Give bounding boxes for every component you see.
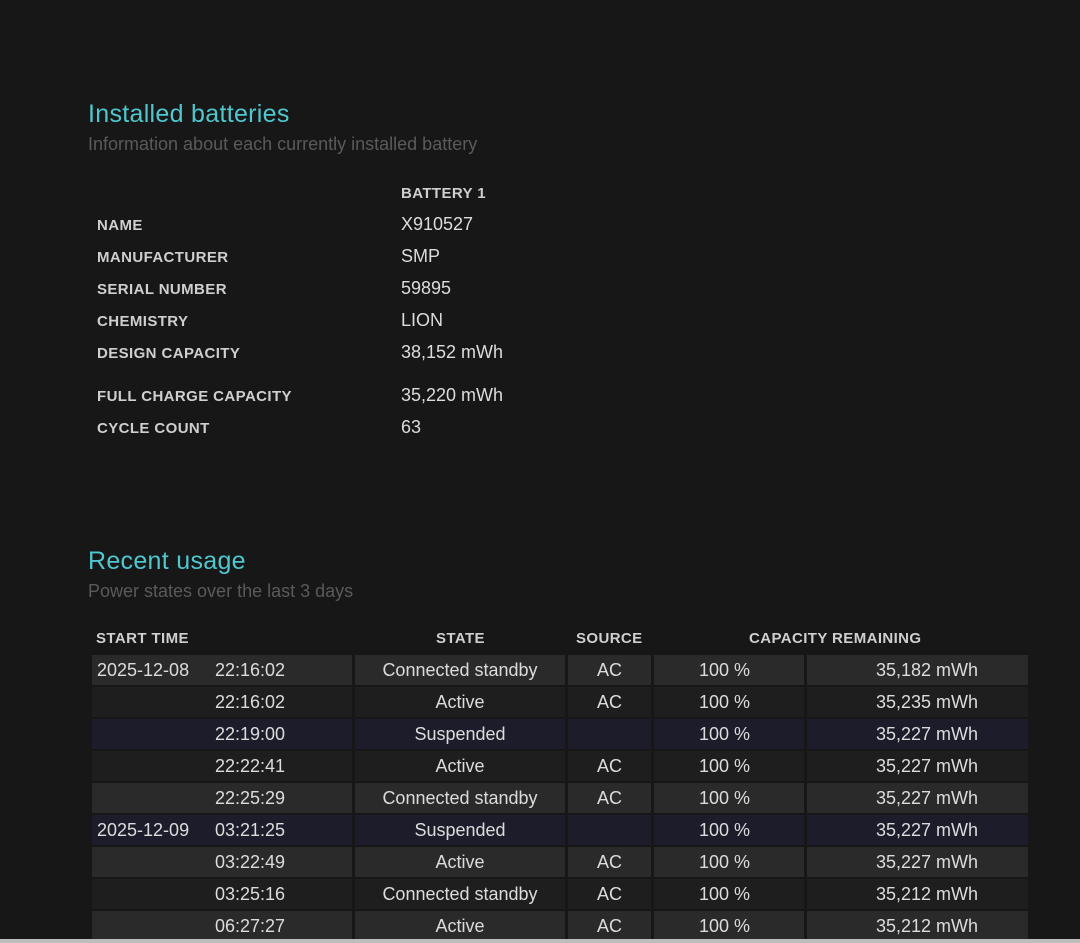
state-cell: Connected standby <box>355 655 565 685</box>
table-row: 03:25:16 Connected standby AC 100 % 35,2… <box>92 879 1028 909</box>
table-row: 03:22:49 Active AC 100 % 35,227 mWh <box>92 847 1028 877</box>
state-cell: Active <box>355 847 565 877</box>
field-label: FULL CHARGE CAPACITY <box>97 388 292 405</box>
source-cell: AC <box>568 879 651 909</box>
installed-batteries-subtitle: Information about each currently install… <box>88 134 478 154</box>
source-cell: AC <box>568 655 651 685</box>
field-value: 38,152 mWh <box>401 342 504 362</box>
capacity-mwh-cell: 35,227 mWh <box>807 815 1028 845</box>
state-cell: Active <box>355 687 565 717</box>
capacity-percent-cell: 100 % <box>654 911 804 941</box>
state-cell: Active <box>355 911 565 941</box>
installed-batteries-heading: Installed batteries <box>88 100 290 128</box>
field-label: DESIGN CAPACITY <box>97 345 241 362</box>
capacity-mwh-cell: 35,227 mWh <box>807 847 1028 877</box>
time: 22:16:02 <box>215 692 286 712</box>
source-cell <box>568 815 651 845</box>
capacity-percent-cell: 100 % <box>654 719 804 749</box>
state-cell: Connected standby <box>355 879 565 909</box>
field-label: SERIAL NUMBER <box>97 281 227 298</box>
capacity-mwh-cell: 35,182 mWh <box>807 655 1028 685</box>
field-value: LION <box>401 310 444 330</box>
source-cell: AC <box>568 911 651 941</box>
start-time-cell: 22:22:41 <box>92 751 352 781</box>
source-cell: AC <box>568 687 651 717</box>
recent-usage-heading: Recent usage <box>88 547 246 575</box>
capacity-mwh-cell: 35,212 mWh <box>807 911 1028 941</box>
table-row: 22:16:02 Active AC 100 % 35,235 mWh <box>92 687 1028 717</box>
table-row: 2025-12-09 03:21:25 Suspended 100 % 35,2… <box>92 815 1028 845</box>
start-time-cell: 06:27:27 <box>92 911 352 941</box>
recent-usage-subtitle: Power states over the last 3 days <box>88 581 354 601</box>
state-cell: Suspended <box>355 719 565 749</box>
time: 06:27:27 <box>215 916 286 936</box>
start-time-cell: 2025-12-09 03:21:25 <box>92 815 352 845</box>
field-value: 63 <box>401 417 422 437</box>
source-cell <box>568 719 651 749</box>
capacity-mwh-cell: 35,212 mWh <box>807 879 1028 909</box>
field-value: SMP <box>401 246 441 266</box>
time: 22:25:29 <box>215 788 286 808</box>
header-start-time: START TIME <box>96 630 189 647</box>
capacity-percent-cell: 100 % <box>654 751 804 781</box>
field-value: 35,220 mWh <box>401 385 504 405</box>
start-time-cell: 22:16:02 <box>92 687 352 717</box>
field-label: NAME <box>97 217 143 234</box>
table-row: 2025-12-08 22:16:02 Connected standby AC… <box>92 655 1028 685</box>
table-row: 22:19:00 Suspended 100 % 35,227 mWh <box>92 719 1028 749</box>
capacity-percent-cell: 100 % <box>654 879 804 909</box>
table-row: 22:22:41 Active AC 100 % 35,227 mWh <box>92 751 1028 781</box>
window-bottom-edge <box>0 939 1080 943</box>
field-label: CHEMISTRY <box>97 313 189 330</box>
source-cell: AC <box>568 847 651 877</box>
capacity-mwh-cell: 35,235 mWh <box>807 687 1028 717</box>
state-cell: Active <box>355 751 565 781</box>
start-time-cell: 03:22:49 <box>92 847 352 877</box>
source-cell: AC <box>568 751 651 781</box>
start-time-cell: 22:25:29 <box>92 783 352 813</box>
header-source: SOURCE <box>576 630 643 647</box>
header-capacity-remaining: CAPACITY REMAINING <box>749 630 922 647</box>
date: 2025-12-09 <box>97 820 190 840</box>
source-cell: AC <box>568 783 651 813</box>
battery-column-header: BATTERY 1 <box>401 185 487 202</box>
capacity-percent-cell: 100 % <box>654 655 804 685</box>
time: 22:19:00 <box>215 724 286 744</box>
time: 22:16:02 <box>215 660 286 680</box>
start-time-cell: 03:25:16 <box>92 879 352 909</box>
capacity-mwh-cell: 35,227 mWh <box>807 719 1028 749</box>
start-time-cell: 22:19:00 <box>92 719 352 749</box>
start-time-cell: 2025-12-08 22:16:02 <box>92 655 352 685</box>
capacity-percent-cell: 100 % <box>654 687 804 717</box>
date: 2025-12-08 <box>97 660 190 680</box>
field-value: 59895 <box>401 278 452 298</box>
capacity-mwh-cell: 35,227 mWh <box>807 783 1028 813</box>
field-label: CYCLE COUNT <box>97 420 210 437</box>
time: 22:22:41 <box>215 756 286 776</box>
time: 03:25:16 <box>215 884 286 904</box>
table-row: 22:25:29 Connected standby AC 100 % 35,2… <box>92 783 1028 813</box>
capacity-percent-cell: 100 % <box>654 815 804 845</box>
state-cell: Suspended <box>355 815 565 845</box>
field-value: X910527 <box>401 214 474 234</box>
capacity-percent-cell: 100 % <box>654 783 804 813</box>
time: 03:22:49 <box>215 852 286 872</box>
header-state: STATE <box>436 630 485 647</box>
table-row: 06:27:27 Active AC 100 % 35,212 mWh <box>92 911 1028 941</box>
field-label: MANUFACTURER <box>97 249 229 266</box>
capacity-mwh-cell: 35,227 mWh <box>807 751 1028 781</box>
state-cell: Connected standby <box>355 783 565 813</box>
capacity-percent-cell: 100 % <box>654 847 804 877</box>
time: 03:21:25 <box>215 820 286 840</box>
